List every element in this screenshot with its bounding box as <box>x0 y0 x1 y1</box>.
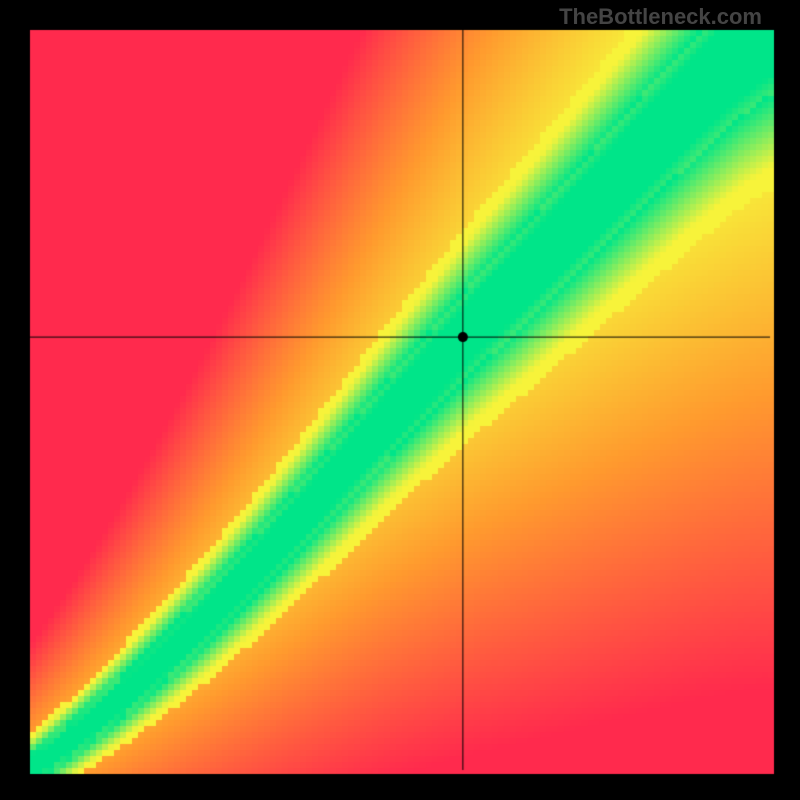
watermark-text: TheBottleneck.com <box>559 4 762 30</box>
bottleneck-heatmap <box>0 0 800 800</box>
chart-container: TheBottleneck.com <box>0 0 800 800</box>
